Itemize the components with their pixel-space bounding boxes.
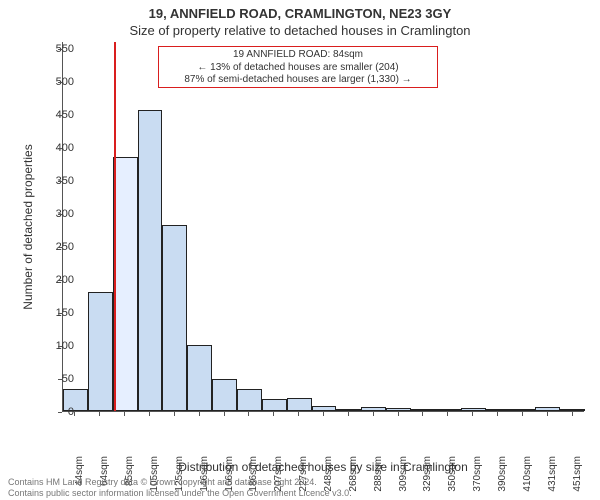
histogram-bar	[336, 409, 361, 411]
y-tick-label: 450	[40, 109, 74, 121]
x-tick-mark	[373, 412, 374, 416]
y-tick-label: 550	[40, 43, 74, 55]
histogram-bar	[461, 408, 486, 411]
x-axis-label: Distribution of detached houses by size …	[62, 460, 584, 474]
histogram-bar	[560, 409, 585, 411]
x-tick-mark	[224, 412, 225, 416]
histogram-bar	[361, 407, 386, 411]
histogram-bar	[113, 157, 138, 411]
x-tick-mark	[149, 412, 150, 416]
histogram-bar	[262, 399, 287, 411]
histogram-bar	[287, 398, 312, 411]
x-tick-mark	[472, 412, 473, 416]
x-tick-mark	[174, 412, 175, 416]
x-tick-mark	[348, 412, 349, 416]
y-tick-label: 50	[40, 373, 74, 385]
histogram-bar	[212, 379, 237, 411]
x-tick-mark	[273, 412, 274, 416]
y-tick-mark	[58, 115, 62, 116]
y-tick-mark	[58, 82, 62, 83]
y-tick-mark	[58, 49, 62, 50]
title-sub: Size of property relative to detached ho…	[0, 21, 600, 38]
y-tick-mark	[58, 247, 62, 248]
x-tick-mark	[248, 412, 249, 416]
y-tick-mark	[58, 181, 62, 182]
y-axis-label: Number of detached properties	[21, 127, 35, 327]
x-tick-mark	[547, 412, 548, 416]
histogram-bar	[535, 407, 560, 411]
x-tick-mark	[447, 412, 448, 416]
histogram-bar	[162, 225, 187, 411]
histogram-bar	[138, 110, 163, 411]
x-tick-mark	[572, 412, 573, 416]
x-tick-mark	[422, 412, 423, 416]
y-tick-mark	[58, 148, 62, 149]
y-tick-mark	[58, 412, 62, 413]
y-tick-label: 250	[40, 241, 74, 253]
y-tick-label: 150	[40, 307, 74, 319]
y-tick-label: 100	[40, 340, 74, 352]
histogram-bar	[187, 345, 212, 411]
y-tick-mark	[58, 346, 62, 347]
y-tick-label: 500	[40, 76, 74, 88]
histogram-bar	[411, 409, 436, 411]
y-tick-label: 400	[40, 142, 74, 154]
y-tick-label: 300	[40, 208, 74, 220]
histogram-bar	[88, 292, 113, 411]
x-tick-mark	[398, 412, 399, 416]
info-box-line: 87% of semi-detached houses are larger (…	[163, 74, 433, 87]
y-tick-label: 0	[40, 406, 74, 418]
histogram-bar	[312, 406, 337, 411]
y-tick-mark	[58, 313, 62, 314]
histogram-bar	[237, 389, 262, 411]
property-marker-line	[114, 42, 116, 411]
x-tick-mark	[124, 412, 125, 416]
footer-text: Contains HM Land Registry data © Crown c…	[8, 477, 352, 498]
y-tick-mark	[58, 214, 62, 215]
x-tick-mark	[99, 412, 100, 416]
x-tick-mark	[522, 412, 523, 416]
info-box-line: ← 13% of detached houses are smaller (20…	[163, 62, 433, 75]
x-tick-mark	[74, 412, 75, 416]
y-tick-mark	[58, 280, 62, 281]
histogram-bar	[486, 409, 511, 411]
x-tick-mark	[199, 412, 200, 416]
x-tick-mark	[497, 412, 498, 416]
info-box-line: 19 ANNFIELD ROAD: 84sqm	[163, 49, 433, 62]
x-tick-mark	[298, 412, 299, 416]
y-tick-mark	[58, 379, 62, 380]
y-tick-label: 350	[40, 175, 74, 187]
y-tick-label: 200	[40, 274, 74, 286]
chart-plot-area: 19 ANNFIELD ROAD: 84sqm← 13% of detached…	[62, 42, 584, 412]
x-tick-mark	[323, 412, 324, 416]
histogram-bar	[436, 409, 461, 411]
footer-line-1: Contains HM Land Registry data © Crown c…	[8, 477, 352, 487]
histogram-bar	[510, 409, 535, 411]
property-info-box: 19 ANNFIELD ROAD: 84sqm← 13% of detached…	[158, 46, 438, 88]
title-main: 19, ANNFIELD ROAD, CRAMLINGTON, NE23 3GY	[0, 0, 600, 21]
histogram-bar	[386, 408, 411, 411]
footer-line-2: Contains public sector information licen…	[8, 488, 352, 498]
